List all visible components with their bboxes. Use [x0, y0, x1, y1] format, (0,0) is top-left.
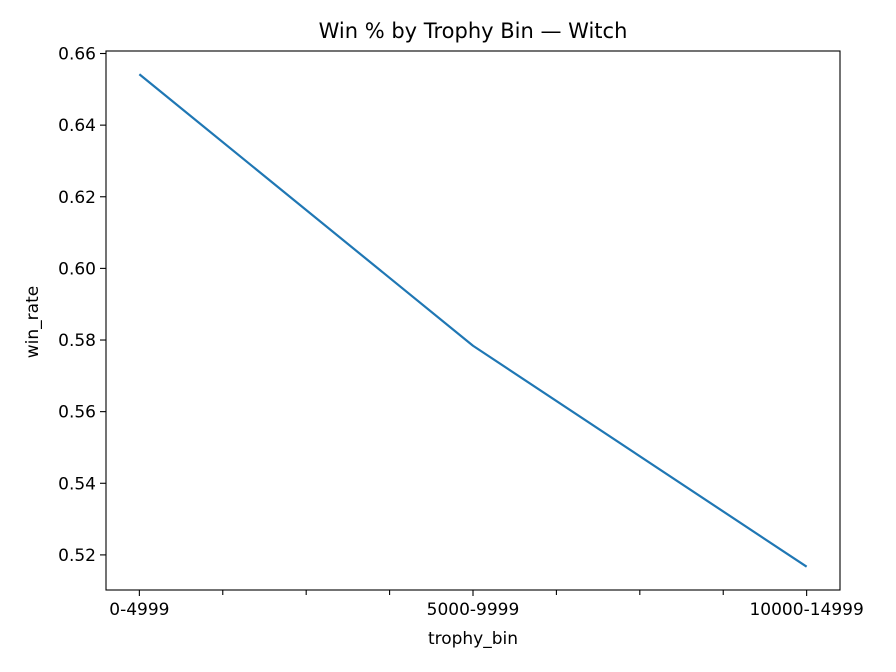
y-tick-label: 0.60 [58, 259, 96, 279]
y-tick-label: 0.66 [58, 45, 96, 65]
x-tick-label: 10000-14999 [749, 600, 863, 620]
y-tick-label: 0.58 [58, 331, 96, 351]
chart-title: Win % by Trophy Bin — Witch [319, 19, 628, 43]
y-axis-label: win_rate [23, 286, 43, 358]
y-tick-label: 0.52 [58, 546, 96, 566]
series-line-0 [138, 73, 808, 568]
x-tick-label: 5000-9999 [427, 600, 520, 620]
y-tick-label: 0.56 [58, 403, 96, 423]
y-tick-label: 0.64 [58, 116, 96, 136]
plot-area: 0.52 0.54 0.56 0.58 0.60 0.62 0.64 0.66 0-4999 50… [58, 45, 864, 620]
x-tick-label: 0-4999 [109, 600, 169, 620]
y-tick-label: 0.54 [58, 474, 96, 494]
x-axis-label: trophy_bin [428, 629, 518, 649]
y-tick-label: 0.62 [58, 188, 96, 208]
